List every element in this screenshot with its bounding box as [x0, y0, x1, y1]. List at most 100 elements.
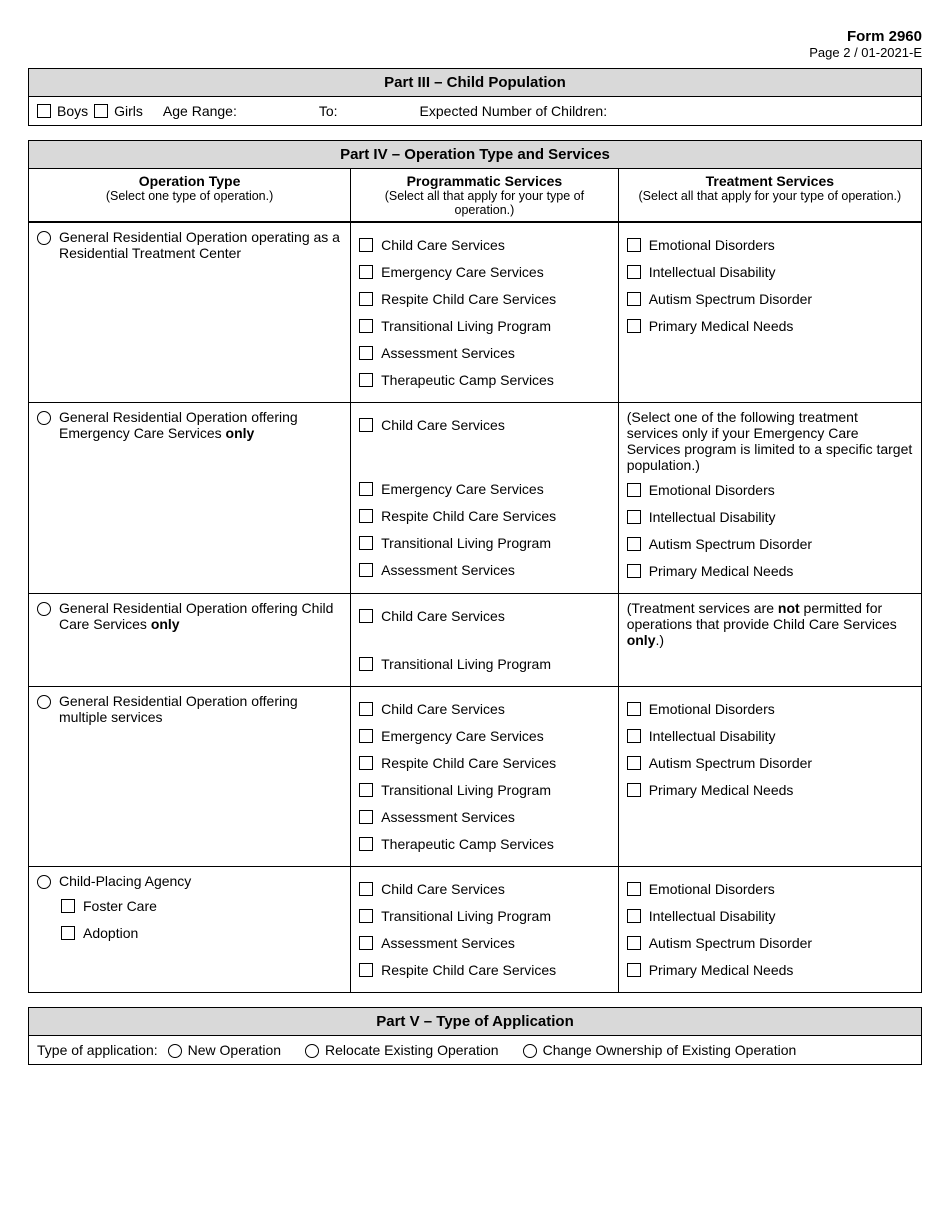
chk-r4-pmn[interactable] — [627, 783, 641, 797]
chk-r5-as[interactable] — [359, 936, 373, 950]
part5-section: Part V – Type of Application Type of app… — [28, 1007, 922, 1065]
lbl-r5-id: Intellectual Disability — [649, 908, 776, 924]
lbl-r5-as: Assessment Services — [381, 935, 515, 951]
lbl-r2-as: Assessment Services — [381, 562, 515, 578]
chk-r2-rccs[interactable] — [359, 509, 373, 523]
chk-r1-as[interactable] — [359, 346, 373, 360]
op-row-rtc: General Residential Operation operating … — [29, 222, 921, 402]
lbl-r2-ed: Emotional Disorders — [649, 482, 775, 498]
op-radio-ecs-only[interactable] — [37, 411, 51, 425]
chk-r4-ecs[interactable] — [359, 729, 373, 743]
treat-header: Treatment Services — [625, 173, 915, 189]
chk-r5-asd[interactable] — [627, 936, 641, 950]
type-of-application-label: Type of application: — [37, 1042, 158, 1058]
chk-r4-tcs[interactable] — [359, 837, 373, 851]
treat-sub: (Select all that apply for your type of … — [625, 189, 915, 203]
chk-r2-ed[interactable] — [627, 483, 641, 497]
chk-r2-as[interactable] — [359, 563, 373, 577]
lbl-r4-asd: Autism Spectrum Disorder — [649, 755, 812, 771]
part5-title: Part V – Type of Application — [29, 1008, 921, 1036]
chk-r5-rccs[interactable] — [359, 963, 373, 977]
op-radio-ccs-only[interactable] — [37, 602, 51, 616]
lbl-r1-as: Assessment Services — [381, 345, 515, 361]
lbl-r2-asd: Autism Spectrum Disorder — [649, 536, 812, 552]
chk-r1-tcs[interactable] — [359, 373, 373, 387]
chk-r1-asd[interactable] — [627, 292, 641, 306]
r3-note-post: .) — [655, 632, 664, 648]
chk-r4-rccs[interactable] — [359, 756, 373, 770]
lbl-r1-pmn: Primary Medical Needs — [649, 318, 794, 334]
radio-change-ownership[interactable] — [523, 1044, 537, 1058]
chk-r1-ccs[interactable] — [359, 238, 373, 252]
chk-r4-ccs[interactable] — [359, 702, 373, 716]
chk-r5-ed[interactable] — [627, 882, 641, 896]
lbl-r2-ccs: Child Care Services — [381, 417, 505, 433]
chk-r5-tlp[interactable] — [359, 909, 373, 923]
chk-r2-pmn[interactable] — [627, 564, 641, 578]
girls-checkbox[interactable] — [94, 104, 108, 118]
chk-r1-ed[interactable] — [627, 238, 641, 252]
lbl-r5-tlp: Transitional Living Program — [381, 908, 551, 924]
chk-r5-pmn[interactable] — [627, 963, 641, 977]
op-label-ecs-bold: only — [226, 425, 255, 441]
lbl-r5-ccs: Child Care Services — [381, 881, 505, 897]
op-label-ecs-pre: General Residential Operation offering E… — [59, 409, 298, 441]
part3-title: Part III – Child Population — [29, 69, 921, 97]
chk-r1-id[interactable] — [627, 265, 641, 279]
lbl-r1-ecs: Emergency Care Services — [381, 264, 544, 280]
lbl-r4-as: Assessment Services — [381, 809, 515, 825]
chk-r4-asd[interactable] — [627, 756, 641, 770]
chk-r2-ecs[interactable] — [359, 482, 373, 496]
lbl-r2-ecs: Emergency Care Services — [381, 481, 544, 497]
op-label-ccs-bold: only — [151, 616, 180, 632]
op-type-sub: (Select one type of operation.) — [35, 189, 344, 203]
lbl-r1-id: Intellectual Disability — [649, 264, 776, 280]
radio-new-operation[interactable] — [168, 1044, 182, 1058]
chk-r5-foster[interactable] — [61, 899, 75, 913]
r3-note-bold: not — [778, 600, 800, 616]
chk-r2-asd[interactable] — [627, 537, 641, 551]
op-label-multiple: General Residential Operation offering m… — [59, 693, 342, 725]
chk-r5-adoption[interactable] — [61, 926, 75, 940]
radio-relocate[interactable] — [305, 1044, 319, 1058]
chk-r1-pmn[interactable] — [627, 319, 641, 333]
lbl-r4-pmn: Primary Medical Needs — [649, 782, 794, 798]
op-label-ecs-only: General Residential Operation offering E… — [59, 409, 342, 441]
chk-r3-ccs[interactable] — [359, 609, 373, 623]
r3-treat-note: (Treatment services are not permitted fo… — [627, 600, 913, 648]
lbl-r4-ccs: Child Care Services — [381, 701, 505, 717]
boys-checkbox[interactable] — [37, 104, 51, 118]
lbl-new-operation: New Operation — [188, 1042, 281, 1058]
lbl-r1-rccs: Respite Child Care Services — [381, 291, 556, 307]
chk-r4-ed[interactable] — [627, 702, 641, 716]
chk-r2-id[interactable] — [627, 510, 641, 524]
lbl-r5-foster: Foster Care — [83, 898, 157, 914]
lbl-r1-ed: Emotional Disorders — [649, 237, 775, 253]
chk-r5-id[interactable] — [627, 909, 641, 923]
op-type-header: Operation Type — [35, 173, 344, 189]
chk-r4-tlp[interactable] — [359, 783, 373, 797]
chk-r5-ccs[interactable] — [359, 882, 373, 896]
r3-note-bold2: only — [627, 632, 656, 648]
chk-r1-ecs[interactable] — [359, 265, 373, 279]
op-radio-cpa[interactable] — [37, 875, 51, 889]
op-radio-rtc[interactable] — [37, 231, 51, 245]
r2-treat-note: (Select one of the following treatment s… — [627, 409, 913, 473]
chk-r1-tlp[interactable] — [359, 319, 373, 333]
chk-r4-as[interactable] — [359, 810, 373, 824]
chk-r4-id[interactable] — [627, 729, 641, 743]
r3-note-pre: (Treatment services are — [627, 600, 778, 616]
chk-r1-rccs[interactable] — [359, 292, 373, 306]
op-row-ccs-only: General Residential Operation offering C… — [29, 593, 921, 686]
lbl-r2-rccs: Respite Child Care Services — [381, 508, 556, 524]
part5-row: Type of application: New Operation Reloc… — [37, 1042, 913, 1058]
age-range-label: Age Range: — [163, 103, 237, 119]
chk-r3-tlp[interactable] — [359, 657, 373, 671]
lbl-r1-asd: Autism Spectrum Disorder — [649, 291, 812, 307]
girls-label: Girls — [114, 103, 143, 119]
chk-r2-tlp[interactable] — [359, 536, 373, 550]
chk-r2-ccs[interactable] — [359, 418, 373, 432]
op-row-cpa: Child-Placing Agency Foster Care Adoptio… — [29, 866, 921, 992]
op-radio-multiple[interactable] — [37, 695, 51, 709]
page-revision: Page 2 / 01-2021-E — [28, 45, 922, 60]
